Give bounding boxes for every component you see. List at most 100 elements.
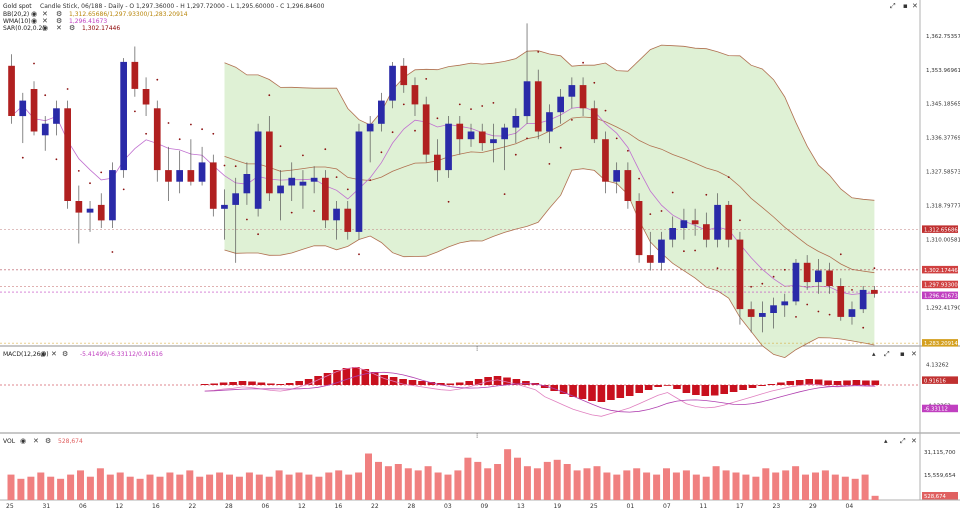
candle[interactable] <box>691 208 699 236</box>
candle[interactable] <box>568 77 576 109</box>
close-icon[interactable]: ✕ <box>56 24 62 32</box>
candle[interactable] <box>490 123 497 163</box>
visibility-icon[interactable]: ◉ <box>31 10 37 18</box>
candle[interactable] <box>389 61 396 109</box>
candle[interactable] <box>456 116 464 155</box>
candle[interactable] <box>64 100 71 209</box>
splitter-handle-icon[interactable]: ⁞ <box>476 345 478 353</box>
candle[interactable] <box>41 116 49 151</box>
candle[interactable] <box>378 92 385 132</box>
candle[interactable] <box>658 231 665 271</box>
candle[interactable] <box>187 139 195 186</box>
candle[interactable] <box>176 150 183 194</box>
candle[interactable] <box>848 301 856 325</box>
expand-icon[interactable]: ⤢ <box>900 437 906 445</box>
splitter-handle-icon[interactable]: ⁞ <box>476 432 478 440</box>
candle[interactable] <box>322 170 329 229</box>
restore-icon[interactable]: ▪ <box>903 2 908 10</box>
candle[interactable] <box>53 100 60 136</box>
gear-icon[interactable]: ⚙ <box>56 10 62 18</box>
candle[interactable] <box>165 146 172 202</box>
visibility-icon[interactable]: ◉ <box>20 437 26 445</box>
visibility-icon[interactable]: ◉ <box>31 17 37 25</box>
candle[interactable] <box>445 116 452 178</box>
candle[interactable] <box>434 139 441 182</box>
candle[interactable] <box>826 262 833 294</box>
candle[interactable] <box>736 231 744 325</box>
visibility-icon[interactable]: ◉ <box>42 24 48 32</box>
candle[interactable] <box>266 116 273 202</box>
candle[interactable] <box>355 123 363 240</box>
candle[interactable] <box>871 285 878 298</box>
candle[interactable] <box>501 123 508 171</box>
candle[interactable] <box>534 69 542 140</box>
candle[interactable] <box>646 231 654 271</box>
candle[interactable] <box>803 255 811 290</box>
candle[interactable] <box>523 23 531 124</box>
candle[interactable] <box>557 88 564 124</box>
candle[interactable] <box>815 258 822 294</box>
candle[interactable] <box>243 162 251 205</box>
gear-icon[interactable]: ⚙ <box>62 350 68 358</box>
candle[interactable] <box>579 77 587 117</box>
candle[interactable] <box>747 301 755 333</box>
candle[interactable] <box>613 162 620 194</box>
candle[interactable] <box>142 77 150 117</box>
candle[interactable] <box>109 162 116 229</box>
close-icon[interactable]: ✕ <box>33 437 39 445</box>
expand-icon[interactable]: ⤢ <box>884 350 890 358</box>
candle[interactable] <box>703 212 710 248</box>
candle[interactable] <box>714 193 721 248</box>
candle[interactable] <box>792 258 800 306</box>
gear-icon[interactable]: ⚙ <box>56 17 62 25</box>
close-icon[interactable]: ✕ <box>911 350 917 358</box>
candle[interactable] <box>221 189 228 240</box>
candle[interactable] <box>680 208 688 240</box>
candle[interactable] <box>277 170 284 221</box>
candle[interactable] <box>669 216 676 248</box>
candle[interactable] <box>86 201 94 232</box>
candle[interactable] <box>30 81 38 136</box>
candle[interactable] <box>759 301 766 333</box>
candle[interactable] <box>366 116 374 163</box>
expand-icon[interactable]: ⤢ <box>890 2 896 10</box>
candle[interactable] <box>344 201 352 240</box>
candle[interactable] <box>512 108 520 144</box>
candle[interactable] <box>288 162 296 202</box>
candle[interactable] <box>781 293 789 317</box>
move-up-icon[interactable]: ▴ <box>884 437 888 445</box>
close-icon[interactable]: ✕ <box>911 437 917 445</box>
candle[interactable] <box>254 123 262 217</box>
visibility-icon[interactable]: ◉ <box>40 350 46 358</box>
candle[interactable] <box>120 58 127 178</box>
candle[interactable] <box>770 297 777 329</box>
candle[interactable] <box>310 166 318 194</box>
move-up-icon[interactable]: ▴ <box>872 350 876 358</box>
candle[interactable] <box>153 100 161 182</box>
candle[interactable] <box>131 46 139 97</box>
gear-icon[interactable]: ⚙ <box>69 24 75 32</box>
candle[interactable] <box>400 58 408 93</box>
close-icon[interactable]: ✕ <box>51 350 57 358</box>
candle[interactable] <box>837 278 845 321</box>
candle[interactable] <box>602 131 609 194</box>
candle[interactable] <box>422 96 430 163</box>
candle[interactable] <box>467 123 475 147</box>
candle[interactable] <box>546 104 553 144</box>
candle[interactable] <box>198 146 206 186</box>
candle[interactable] <box>232 177 239 263</box>
candle[interactable] <box>8 54 15 124</box>
candle[interactable] <box>19 92 27 144</box>
candle[interactable] <box>859 285 867 314</box>
candle[interactable] <box>411 77 419 117</box>
candle[interactable] <box>590 100 598 144</box>
close-icon[interactable]: ✕ <box>42 17 48 25</box>
candle[interactable] <box>725 201 733 248</box>
candle[interactable] <box>624 162 632 209</box>
gear-icon[interactable]: ⚙ <box>45 437 51 445</box>
close-icon[interactable]: ✕ <box>42 10 48 18</box>
restore-icon[interactable]: ▪ <box>900 350 905 358</box>
candle[interactable] <box>97 193 105 229</box>
candle[interactable] <box>478 123 486 151</box>
candle[interactable] <box>299 170 307 209</box>
